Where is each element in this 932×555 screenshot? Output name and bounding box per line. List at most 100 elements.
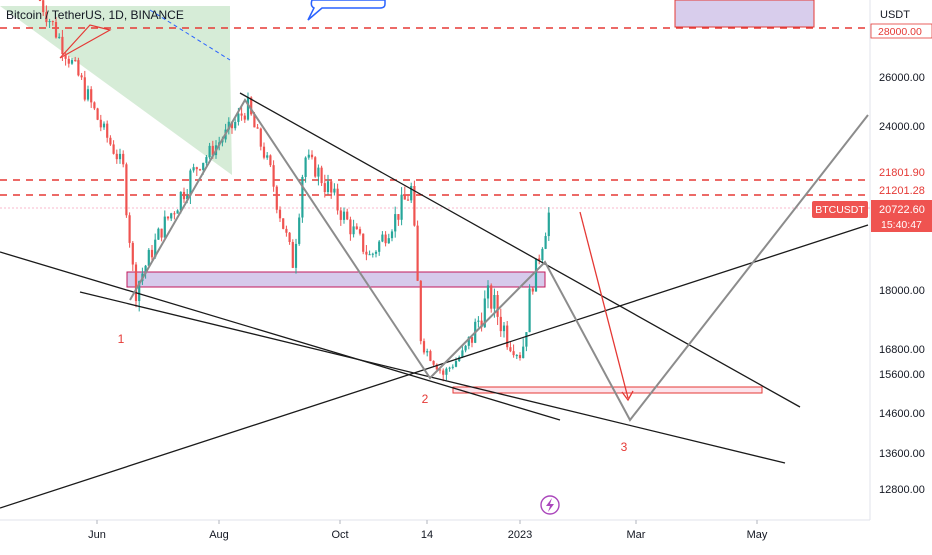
candle-body-100 xyxy=(358,229,362,234)
blue-dashed-trendline xyxy=(149,9,231,61)
candle-body-30 xyxy=(134,264,138,302)
descending-triangle-shade xyxy=(0,6,232,175)
candle-body-79 xyxy=(291,241,294,268)
candle-body-137 xyxy=(477,320,480,322)
y-axis-ticks: 12800.00 13600.00 14600.00 15600.00 16800.00… xyxy=(879,72,925,496)
candle-body-129 xyxy=(451,366,454,368)
candle-body-91 xyxy=(330,181,333,193)
x-axis-ticks: Jun Aug Oct 14 2023 Mar May xyxy=(88,520,768,541)
candle-body-108 xyxy=(384,234,387,244)
candle-body-36 xyxy=(154,239,157,258)
candle-body-38 xyxy=(160,228,163,238)
candle-body-159 xyxy=(547,212,550,237)
candle-body-63 xyxy=(240,113,243,116)
candle-body-27 xyxy=(125,164,128,216)
candle-body-74 xyxy=(275,186,278,210)
candle-body-75 xyxy=(278,209,282,219)
x-tick-label-6: May xyxy=(747,529,768,541)
candle-body-12 xyxy=(77,60,80,76)
candle-body-127 xyxy=(445,368,448,375)
candle-body-16 xyxy=(90,89,93,103)
candle-body-82 xyxy=(301,176,304,218)
candle-body-11 xyxy=(74,60,77,62)
candle-body-77 xyxy=(285,228,288,233)
candle-body-111 xyxy=(394,214,397,232)
candle-body-117 xyxy=(413,186,416,226)
candle-body-156 xyxy=(538,258,541,261)
lower-channel-trendline xyxy=(79,291,786,464)
candle-body-132 xyxy=(461,350,464,358)
candle-body-145 xyxy=(502,325,506,332)
candle-body-126 xyxy=(442,370,445,375)
candle-body-103 xyxy=(368,254,371,256)
candle-body-97 xyxy=(349,219,352,235)
y-tick-label-2: 14600.00 xyxy=(879,408,925,420)
level-2-badge xyxy=(871,182,932,198)
candle-body-70 xyxy=(262,146,266,158)
candle-body-10 xyxy=(70,60,74,64)
candle-body-105 xyxy=(374,251,378,254)
candle-body-13 xyxy=(80,75,83,78)
candle-body-78 xyxy=(288,232,291,242)
candle-body-19 xyxy=(99,119,102,128)
x-tick-label-2: Oct xyxy=(331,529,348,541)
ascending-trendline xyxy=(0,224,869,509)
candle-body-118 xyxy=(416,225,419,281)
candle-body-54 xyxy=(211,145,214,156)
candle-body-39 xyxy=(163,216,166,238)
candle-body-42 xyxy=(173,213,176,215)
candle-body-26 xyxy=(122,153,125,165)
wave-label-1: 1 xyxy=(118,332,125,346)
candle-body-83 xyxy=(304,157,307,177)
candle-body-53 xyxy=(208,145,211,158)
candle-body-101 xyxy=(362,233,365,252)
candle-body-113 xyxy=(400,194,403,220)
candle-body-153 xyxy=(528,288,531,333)
candle-body-23 xyxy=(112,144,115,154)
candle-body-3 xyxy=(48,21,51,23)
candle-body-102 xyxy=(365,251,368,255)
lightning-bolt-glyph xyxy=(546,498,554,512)
y-tick-label-3: 15600.00 xyxy=(879,369,925,381)
candle-body-114 xyxy=(403,194,406,200)
red-outline-pattern xyxy=(59,24,112,59)
y-tick-label-5: 18000.00 xyxy=(879,285,925,297)
candle-body-35 xyxy=(150,249,154,258)
ticker-badge xyxy=(812,201,868,218)
support-zone-box xyxy=(126,271,546,288)
candle-body-6 xyxy=(58,36,61,38)
candle-body-50 xyxy=(198,169,202,171)
candle-body-92 xyxy=(333,188,336,193)
candle-body-37 xyxy=(157,228,160,240)
candle-body-109 xyxy=(387,238,390,244)
candle-body-71 xyxy=(266,155,269,158)
last-price-label: 20722.60 xyxy=(879,204,925,216)
candle-body-150 xyxy=(518,355,522,359)
candle-body-21 xyxy=(106,123,109,138)
currency-label: USDT xyxy=(880,9,910,21)
x-tick-label-4: 2023 xyxy=(508,529,532,541)
candle-body-33 xyxy=(144,265,147,274)
candle-body-144 xyxy=(499,316,502,332)
candle-body-98 xyxy=(352,226,355,235)
candle-body-128 xyxy=(448,367,451,369)
wave-label-3: 3 xyxy=(621,440,628,454)
candle-body-62 xyxy=(237,113,240,122)
candle-body-104 xyxy=(371,253,374,255)
candle-body-116 xyxy=(410,186,413,201)
candle-body-45 xyxy=(182,191,186,200)
candle-body-152 xyxy=(525,332,528,347)
candle-body-80 xyxy=(294,243,298,268)
level-top-label: 28000.00 xyxy=(878,26,922,38)
candle-body-67 xyxy=(253,114,256,128)
candle-body-133 xyxy=(464,345,467,351)
candle-body-59 xyxy=(227,121,230,130)
candle-body-4 xyxy=(51,21,54,23)
candle-body-40 xyxy=(166,216,170,219)
candle-body-73 xyxy=(272,165,275,187)
candle-body-52 xyxy=(205,157,208,163)
candle-body-123 xyxy=(432,360,435,365)
candle-body-48 xyxy=(192,167,195,171)
